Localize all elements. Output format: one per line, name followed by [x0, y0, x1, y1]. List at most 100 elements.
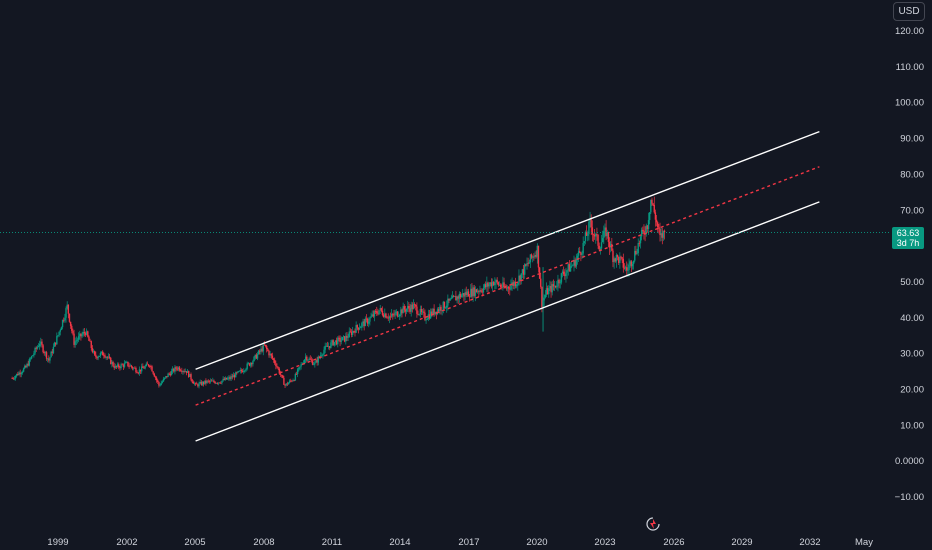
candle [296, 367, 299, 378]
candle [113, 362, 115, 370]
candle [613, 256, 615, 269]
candle [169, 371, 172, 377]
x-tick-label: 2017 [458, 537, 479, 548]
trend-channel[interactable] [195, 130, 820, 442]
candle [124, 360, 127, 364]
candle [483, 283, 486, 290]
x-axis[interactable]: 1999 2002 2005 2008 2011 2014 2017 2020 2023 2026… [47, 537, 873, 548]
channel-mid-line[interactable] [195, 166, 820, 406]
candle [268, 349, 270, 358]
candle [104, 353, 106, 359]
candle [657, 221, 659, 233]
candle [643, 224, 645, 240]
candle [553, 280, 556, 291]
y-axis[interactable]: 120.00110.00100.0090.0080.0070.0060.0050… [895, 26, 924, 503]
candle [353, 330, 355, 334]
candle [291, 380, 293, 383]
candle [168, 372, 170, 376]
candle [434, 311, 436, 316]
x-tick-label: 2005 [184, 537, 205, 548]
candle [213, 379, 215, 384]
candle [293, 379, 295, 382]
candle [638, 240, 641, 247]
candle [574, 257, 576, 268]
replay-icon[interactable] [645, 516, 661, 532]
candle [465, 286, 467, 298]
candle [178, 366, 181, 372]
candle [77, 332, 80, 343]
candle [91, 345, 94, 354]
candle [155, 376, 158, 383]
candle [333, 341, 336, 347]
candle [189, 374, 191, 378]
candle [650, 199, 652, 215]
candle [285, 383, 287, 387]
channel-upper-line[interactable] [195, 130, 820, 370]
candle [76, 337, 79, 344]
candle [347, 333, 349, 341]
candle [170, 368, 173, 376]
candle [624, 265, 627, 272]
candle [137, 371, 139, 375]
candle [231, 373, 233, 380]
candle [92, 348, 95, 354]
candle [428, 309, 431, 320]
candle [630, 259, 633, 273]
candle [530, 253, 533, 260]
candle [221, 380, 223, 385]
candle [163, 377, 166, 381]
candle [501, 283, 503, 290]
candle [532, 255, 534, 263]
candle [348, 327, 350, 338]
candle [87, 330, 89, 338]
candle [660, 227, 662, 242]
candle [53, 341, 56, 347]
currency-button[interactable]: USD [893, 2, 925, 21]
candle [571, 261, 573, 269]
candle [507, 285, 510, 294]
y-tick-label: 70.00 [900, 205, 924, 216]
candle [591, 220, 594, 242]
candle [24, 364, 26, 370]
candle [150, 364, 152, 370]
candle [349, 328, 352, 333]
candle [573, 255, 575, 272]
candle [259, 349, 261, 355]
candle [158, 381, 160, 388]
candle [196, 381, 198, 385]
candle [546, 285, 549, 295]
y-tick-label: 20.00 [900, 385, 924, 396]
candle [225, 377, 228, 380]
candle [151, 365, 153, 372]
candle [564, 269, 566, 280]
candle [246, 361, 248, 371]
candle [73, 329, 75, 348]
candle [59, 328, 61, 336]
candle [145, 361, 147, 367]
candle [648, 212, 651, 225]
candle [364, 316, 367, 327]
candle [355, 321, 357, 334]
candle [64, 313, 66, 323]
candle [450, 294, 453, 300]
candle [566, 269, 568, 279]
candle [105, 356, 107, 361]
candle [535, 250, 537, 259]
candle [252, 359, 254, 367]
candle [354, 328, 356, 337]
candle [418, 313, 420, 317]
candle [557, 274, 559, 292]
candle [495, 278, 497, 290]
bar-countdown: 3d 7h [896, 238, 920, 248]
candle [470, 284, 472, 298]
channel-lower-line[interactable] [195, 201, 820, 442]
candle [197, 383, 199, 388]
candle [620, 255, 622, 261]
candle [251, 362, 253, 368]
candle [243, 368, 245, 375]
candle [371, 310, 373, 318]
candle [478, 289, 480, 298]
candle [85, 328, 88, 336]
candle [267, 347, 269, 352]
